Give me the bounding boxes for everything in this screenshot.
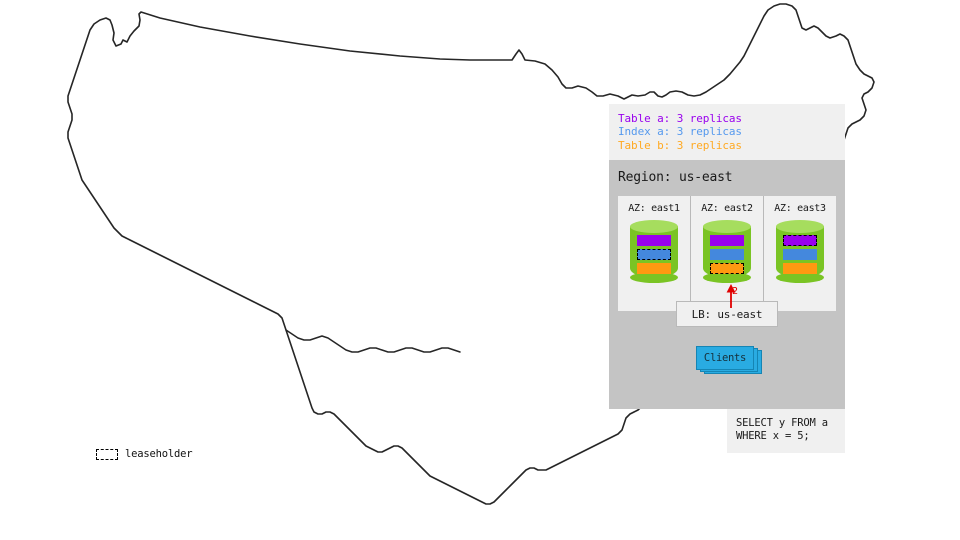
- replica-block-table-a: [637, 235, 671, 246]
- replica-blocks-east2: [710, 235, 744, 274]
- region-title: Region: us-east: [618, 170, 733, 185]
- replica-block-table-b-leaseholder: [710, 263, 744, 274]
- replica-legend-line-table-b: Table b: 3 replicas: [618, 138, 742, 152]
- az-label-east2: AZ: east2: [701, 203, 753, 214]
- region-panel-us-east: Region: us-east AZ: east1 AZ:: [609, 160, 845, 409]
- load-balancer-label: LB: us-east: [691, 307, 763, 321]
- replica-legend-panel: Table a: 3 replicas Index a: 3 replicas …: [609, 104, 845, 160]
- clients-stack: Clients: [696, 346, 762, 374]
- replica-block-index-a-leaseholder: [637, 249, 671, 260]
- az-cell-east3: AZ: east3: [763, 196, 836, 311]
- sql-query-line-1: SELECT y FROM a: [736, 417, 828, 429]
- replica-block-table-b: [637, 263, 671, 274]
- db-node-east2: [703, 220, 751, 283]
- leaseholder-legend: leaseholder: [96, 448, 193, 460]
- leaseholder-legend-label: leaseholder: [125, 448, 193, 460]
- replica-block-table-a-leaseholder: [783, 235, 817, 246]
- replica-blocks-east1: [637, 235, 671, 274]
- cylinder-top-icon: [630, 220, 678, 233]
- cylinder-top-icon: [703, 220, 751, 233]
- az-cell-east1: AZ: east1: [618, 196, 690, 311]
- leaseholder-swatch-icon: [96, 448, 118, 460]
- cylinder-bottom-icon: [776, 272, 824, 283]
- replica-blocks-east3: [783, 235, 817, 274]
- az-label-east3: AZ: east3: [774, 203, 826, 214]
- sql-query-panel: SELECT y FROM a WHERE x = 5;: [727, 409, 845, 453]
- hop-arrow-icon: [726, 284, 736, 308]
- replica-block-table-b: [783, 263, 817, 274]
- clients-label: Clients: [703, 352, 747, 364]
- sql-query-line-2: WHERE x = 5;: [736, 430, 810, 442]
- clients-card-front: Clients: [696, 346, 754, 370]
- us-coast-detail-path: [285, 329, 461, 353]
- replica-block-table-a: [710, 235, 744, 246]
- replica-legend-line-index-a: Index a: 3 replicas: [618, 125, 742, 139]
- az-cell-east2: AZ: east2: [690, 196, 763, 311]
- load-balancer-box: LB: us-east: [676, 301, 778, 327]
- az-label-east1: AZ: east1: [628, 203, 680, 214]
- cylinder-bottom-icon: [703, 272, 751, 283]
- cylinder-bottom-icon: [630, 272, 678, 283]
- cylinder-top-icon: [776, 220, 824, 233]
- replica-legend-line-table-a: Table a: 3 replicas: [618, 112, 742, 125]
- db-node-east1: [630, 220, 678, 283]
- db-node-east3: [776, 220, 824, 283]
- replica-block-index-a: [783, 249, 817, 260]
- replica-block-index-a: [710, 249, 744, 260]
- hop-count-label: 2: [732, 286, 739, 297]
